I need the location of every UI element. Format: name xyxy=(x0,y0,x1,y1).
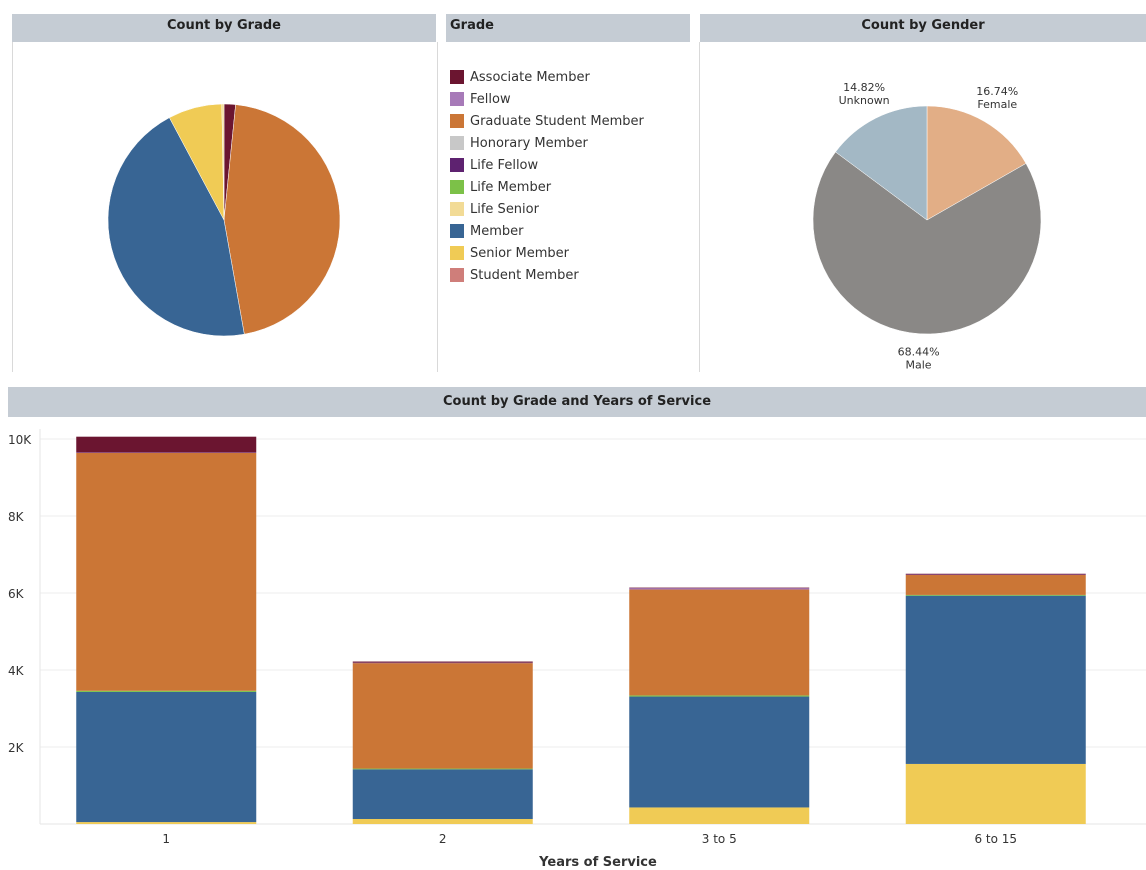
gender-slice-pct-label: 14.82% xyxy=(843,81,885,94)
legend-swatch xyxy=(450,158,464,172)
grade-pie-chart xyxy=(107,103,341,337)
x-axis-title: Years of Service xyxy=(538,855,657,870)
pie-slice-graduate-student-member[interactable] xyxy=(223,104,341,335)
bar-segment-member[interactable] xyxy=(629,696,810,808)
legend-swatch xyxy=(450,224,464,238)
gender-slice-name-label: Unknown xyxy=(839,94,890,107)
pie-slice-member[interactable] xyxy=(107,117,245,337)
divider xyxy=(437,42,438,372)
legend-swatch xyxy=(450,202,464,216)
gender-slice-name-label: Male xyxy=(906,359,932,372)
legend-label: Life Fellow xyxy=(470,157,539,173)
bar-segment-member[interactable] xyxy=(352,769,533,819)
bar-segment-life-member[interactable] xyxy=(76,690,257,692)
legend-swatch xyxy=(450,136,464,150)
pie-slice-life-senior[interactable] xyxy=(221,103,225,221)
x-tick-label: 1 xyxy=(162,832,170,846)
pie-slice-unknown[interactable] xyxy=(835,105,928,221)
pie-slice-female[interactable] xyxy=(926,105,1027,221)
bar-chart-title: Count by Grade and Years of Service xyxy=(8,387,1146,417)
legend-label: Fellow xyxy=(470,91,511,107)
legend-item-member[interactable]: Member xyxy=(450,220,644,242)
legend-title: Grade xyxy=(446,14,690,42)
legend-label: Senior Member xyxy=(470,245,570,261)
legend-label: Student Member xyxy=(470,267,579,283)
bar-segment-senior-member[interactable] xyxy=(352,818,533,824)
x-tick-label: 3 to 5 xyxy=(702,832,737,846)
grade-years-bar-chart: 2K 4K 6K 8K 10K 1 2 3 to 5 6 to 15 Years of Servi… xyxy=(8,429,1146,870)
grade-legend-panel: Grade Associate Member Fellow Graduate Stu… xyxy=(446,14,690,372)
bar-segment-senior-member[interactable] xyxy=(76,822,257,824)
y-tick-label: 10K xyxy=(8,433,32,447)
legend-label: Honorary Member xyxy=(470,135,588,151)
divider xyxy=(12,42,13,372)
bar-segment-graduate-student-member[interactable] xyxy=(629,589,810,696)
bar-segment-fellow[interactable] xyxy=(352,662,533,664)
bar-segment-life-member[interactable] xyxy=(352,768,533,770)
divider xyxy=(699,42,700,372)
gender-slice-name-label: Female xyxy=(977,98,1017,111)
bar-segment-member[interactable] xyxy=(905,595,1086,764)
x-tick-label: 6 to 15 xyxy=(974,832,1017,846)
gender-pie-chart: 16.74%Female 68.44%Male 14.82%Unknown xyxy=(812,81,1042,372)
bar-segment-fellow[interactable] xyxy=(905,574,1086,576)
legend-label: Member xyxy=(470,223,524,239)
bar-segment-life-member[interactable] xyxy=(629,695,810,697)
legend-label: Life Senior xyxy=(470,201,539,217)
grade-years-bar-panel: Count by Grade and Years of Service 2K 4K… xyxy=(8,387,1146,870)
legend-swatch xyxy=(450,92,464,106)
y-tick-label: 4K xyxy=(8,664,25,678)
bar-segment-graduate-student-member[interactable] xyxy=(905,574,1086,595)
x-tick-label: 2 xyxy=(439,832,447,846)
gender-slice-pct-label: 16.74% xyxy=(976,85,1018,98)
pie-slice-male[interactable] xyxy=(812,151,1042,335)
legend-item-life-fellow[interactable]: Life Fellow xyxy=(450,154,644,176)
gender-pie-panel: Count by Gender 16.74% Female 68.44% Male 14… xyxy=(700,14,1146,372)
legend-item-honorary-member[interactable]: Honorary Member xyxy=(450,132,644,154)
bar-segment-life-member[interactable] xyxy=(905,594,1086,596)
legend-item-student-member[interactable]: Student Member xyxy=(450,264,644,286)
bar-segment-member[interactable] xyxy=(76,691,257,823)
gender-pie-title: Count by Gender xyxy=(700,14,1146,42)
bar-segment-fellow[interactable] xyxy=(76,452,257,453)
bar-segment-senior-member[interactable] xyxy=(905,763,1086,824)
y-tick-label: 8K xyxy=(8,510,25,524)
bar-segment-senior-member[interactable] xyxy=(629,807,810,824)
grade-pie-title: Count by Grade xyxy=(12,14,436,42)
legend-label: Life Member xyxy=(470,179,552,195)
bar-segment-associate-member[interactable] xyxy=(76,436,257,453)
legend-label: Associate Member xyxy=(470,69,590,85)
legend-label: Graduate Student Member xyxy=(470,113,644,129)
legend-item-life-senior[interactable]: Life Senior xyxy=(450,198,644,220)
bar-segment-associate-member[interactable] xyxy=(629,587,810,589)
bar-segment-associate-member[interactable] xyxy=(352,661,533,663)
bar-segment-fellow[interactable] xyxy=(629,587,810,590)
bar-segment-associate-member[interactable] xyxy=(905,573,1086,575)
gender-slice-pct-label: 68.44% xyxy=(898,346,940,359)
legend-item-fellow[interactable]: Fellow xyxy=(450,88,644,110)
legend-swatch xyxy=(450,246,464,260)
legend-item-life-member[interactable]: Life Member xyxy=(450,176,644,198)
bar-segment-graduate-student-member[interactable] xyxy=(76,452,257,691)
grade-pie-panel: Count by Grade xyxy=(12,14,436,372)
legend-list: Associate Member Fellow Graduate Student M… xyxy=(450,66,644,286)
legend-item-graduate-student-member[interactable]: Graduate Student Member xyxy=(450,110,644,132)
legend-swatch xyxy=(450,114,464,128)
legend-swatch xyxy=(450,180,464,194)
legend-item-senior-member[interactable]: Senior Member xyxy=(450,242,644,264)
y-tick-label: 2K xyxy=(8,741,25,755)
bar-segment-graduate-student-member[interactable] xyxy=(352,663,533,769)
y-tick-label: 6K xyxy=(8,587,25,601)
legend-swatch xyxy=(450,268,464,282)
legend-swatch xyxy=(450,70,464,84)
legend-item-associate-member[interactable]: Associate Member xyxy=(450,66,644,88)
